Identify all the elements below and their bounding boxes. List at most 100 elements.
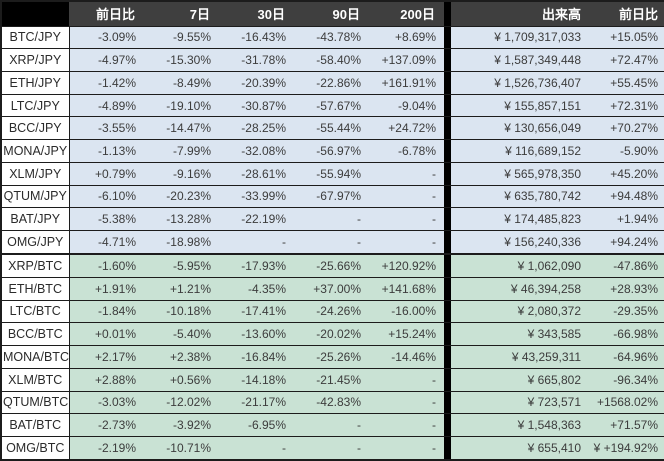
section-divider-bar (444, 276, 451, 301)
change-cell: -25.26% (294, 345, 369, 369)
volume-cell: ¥ 1,548,363 (451, 413, 591, 437)
change-cell: -3.03% (69, 390, 144, 414)
change-cell: -21.45% (294, 367, 369, 391)
table-row: LTC/BTC -1.84% -10.18% -17.41% -24.26% -16.00… (1, 299, 664, 323)
section-divider-bar (444, 161, 451, 186)
change-cell: - (219, 229, 294, 254)
change-cell: +0.79% (69, 161, 144, 186)
volume-cell: ¥ 1,709,317,033 (451, 25, 591, 49)
change-cell: - (369, 435, 444, 460)
section-divider-bar (444, 435, 451, 460)
change-cell: -33.99% (219, 184, 294, 208)
change-cell: - (369, 161, 444, 186)
change-cell: -4.97% (69, 48, 144, 72)
volume-cell: ¥ 2,080,372 (451, 299, 591, 323)
change-cell: -14.47% (144, 116, 219, 140)
change-cell: -28.61% (219, 161, 294, 186)
change-cell: -67.97% (294, 184, 369, 208)
volume-cell: ¥ 46,394,258 (451, 276, 591, 301)
volume-cell: ¥ 156,240,336 (451, 229, 591, 254)
change-cell: -3.09% (69, 25, 144, 49)
pair-cell: XLM/BTC (1, 367, 70, 391)
volume-cell: ¥ 635,780,742 (451, 184, 591, 208)
change-cell: -6.95% (219, 413, 294, 437)
pair-cell: BCC/JPY (1, 116, 70, 140)
pair-cell: QTUM/JPY (1, 184, 70, 208)
change-cell: - (369, 367, 444, 391)
change-cell: -57.67% (294, 93, 369, 117)
change-cell: +161.91% (369, 70, 444, 95)
change-cell: +15.05% (591, 25, 664, 49)
section-divider-bar (444, 116, 451, 140)
change-cell: +141.68% (369, 276, 444, 301)
volume-cell: ¥ 116,689,152 (451, 139, 591, 163)
table-row: LTC/JPY -4.89% -19.10% -30.87% -57.67% -9.04%… (1, 93, 664, 117)
section-divider-bar (444, 367, 451, 391)
pair-cell: LTC/JPY (1, 93, 70, 117)
table-body: BTC/JPY -3.09% -9.55% -16.43% -43.78% +8.69% ¥… (1, 25, 664, 460)
change-cell: +2.88% (69, 367, 144, 391)
table-row: MONA/JPY -1.13% -7.99% -32.08% -56.97% -6.78%… (1, 139, 664, 163)
change-cell: +2.38% (144, 345, 219, 369)
table-row: OMG/BTC -2.19% -10.71% - - - ¥ 655,410 ¥ +194.9… (1, 435, 664, 460)
section-divider-bar (444, 25, 451, 49)
change-cell: +15.24% (369, 322, 444, 346)
change-cell: +94.24% (591, 229, 664, 254)
header-divider-bar (444, 1, 451, 26)
change-cell: -66.98% (591, 322, 664, 346)
change-cell: +45.20% (591, 161, 664, 186)
change-cell: -6.78% (369, 139, 444, 163)
volume-cell: ¥ 655,410 (451, 435, 591, 460)
change-cell: -64.96% (591, 345, 664, 369)
change-cell: +8.69% (369, 25, 444, 49)
col-header-7day: 7日 (144, 1, 219, 26)
change-cell: -24.26% (294, 299, 369, 323)
col-header-90day: 90日 (294, 1, 369, 26)
change-cell: -17.41% (219, 299, 294, 323)
table-row: XLM/JPY +0.79% -9.16% -28.61% -55.94% - ¥ 565,… (1, 161, 664, 186)
table-row: XRP/JPY -4.97% -15.30% -31.78% -58.40% +137.0… (1, 48, 664, 72)
corner-header-cell (1, 1, 69, 26)
change-cell: - (294, 435, 369, 460)
change-cell: -13.28% (144, 207, 219, 231)
change-cell: -30.87% (219, 93, 294, 117)
change-cell: -18.98% (144, 229, 219, 254)
section-divider-bar (444, 70, 451, 95)
change-cell: ¥ +194.92% (591, 435, 664, 460)
change-cell: -22.86% (294, 70, 369, 95)
change-cell: -42.83% (294, 390, 369, 414)
table-row: ETH/BTC +1.91% +1.21% -4.35% +37.00% +141.68%… (1, 276, 664, 301)
change-cell: +1568.02% (591, 390, 664, 414)
pair-cell: XRP/JPY (1, 48, 70, 72)
table-row: QTUM/JPY -6.10% -20.23% -33.99% -67.97% - ¥ 63… (1, 184, 664, 208)
volume-cell: ¥ 43,259,311 (451, 345, 591, 369)
change-cell: - (369, 229, 444, 254)
change-cell: -17.93% (219, 252, 294, 278)
pair-cell: MONA/JPY (1, 139, 70, 163)
header-row: 前日比 7日 30日 90日 200日 出来高 前日比 (1, 1, 664, 26)
pair-cell: OMG/BTC (1, 435, 70, 460)
volume-cell: ¥ 155,857,151 (451, 93, 591, 117)
pair-cell: XLM/JPY (1, 161, 70, 186)
change-cell: +137.09% (369, 48, 444, 72)
volume-cell: ¥ 1,587,349,448 (451, 48, 591, 72)
section-divider-bar (444, 413, 451, 437)
section-divider-bar (444, 48, 451, 72)
change-cell: -4.35% (219, 276, 294, 301)
change-cell: -5.90% (591, 139, 664, 163)
change-cell: +71.57% (591, 413, 664, 437)
change-cell: -1.84% (69, 299, 144, 323)
change-cell: +1.94% (591, 207, 664, 231)
change-cell: -7.99% (144, 139, 219, 163)
change-cell: -14.46% (369, 345, 444, 369)
col-header-200day: 200日 (369, 1, 444, 26)
change-cell: -14.18% (219, 367, 294, 391)
change-cell: -29.35% (591, 299, 664, 323)
pair-cell: OMG/JPY (1, 229, 70, 254)
table-row: BAT/JPY -5.38% -13.28% -22.19% - - ¥ 174,485,8… (1, 207, 664, 231)
col-header-30day: 30日 (219, 1, 294, 26)
section-divider-bar (444, 299, 451, 323)
change-cell: +70.27% (591, 116, 664, 140)
section-divider-bar (444, 345, 451, 369)
volume-cell: ¥ 723,571 (451, 390, 591, 414)
